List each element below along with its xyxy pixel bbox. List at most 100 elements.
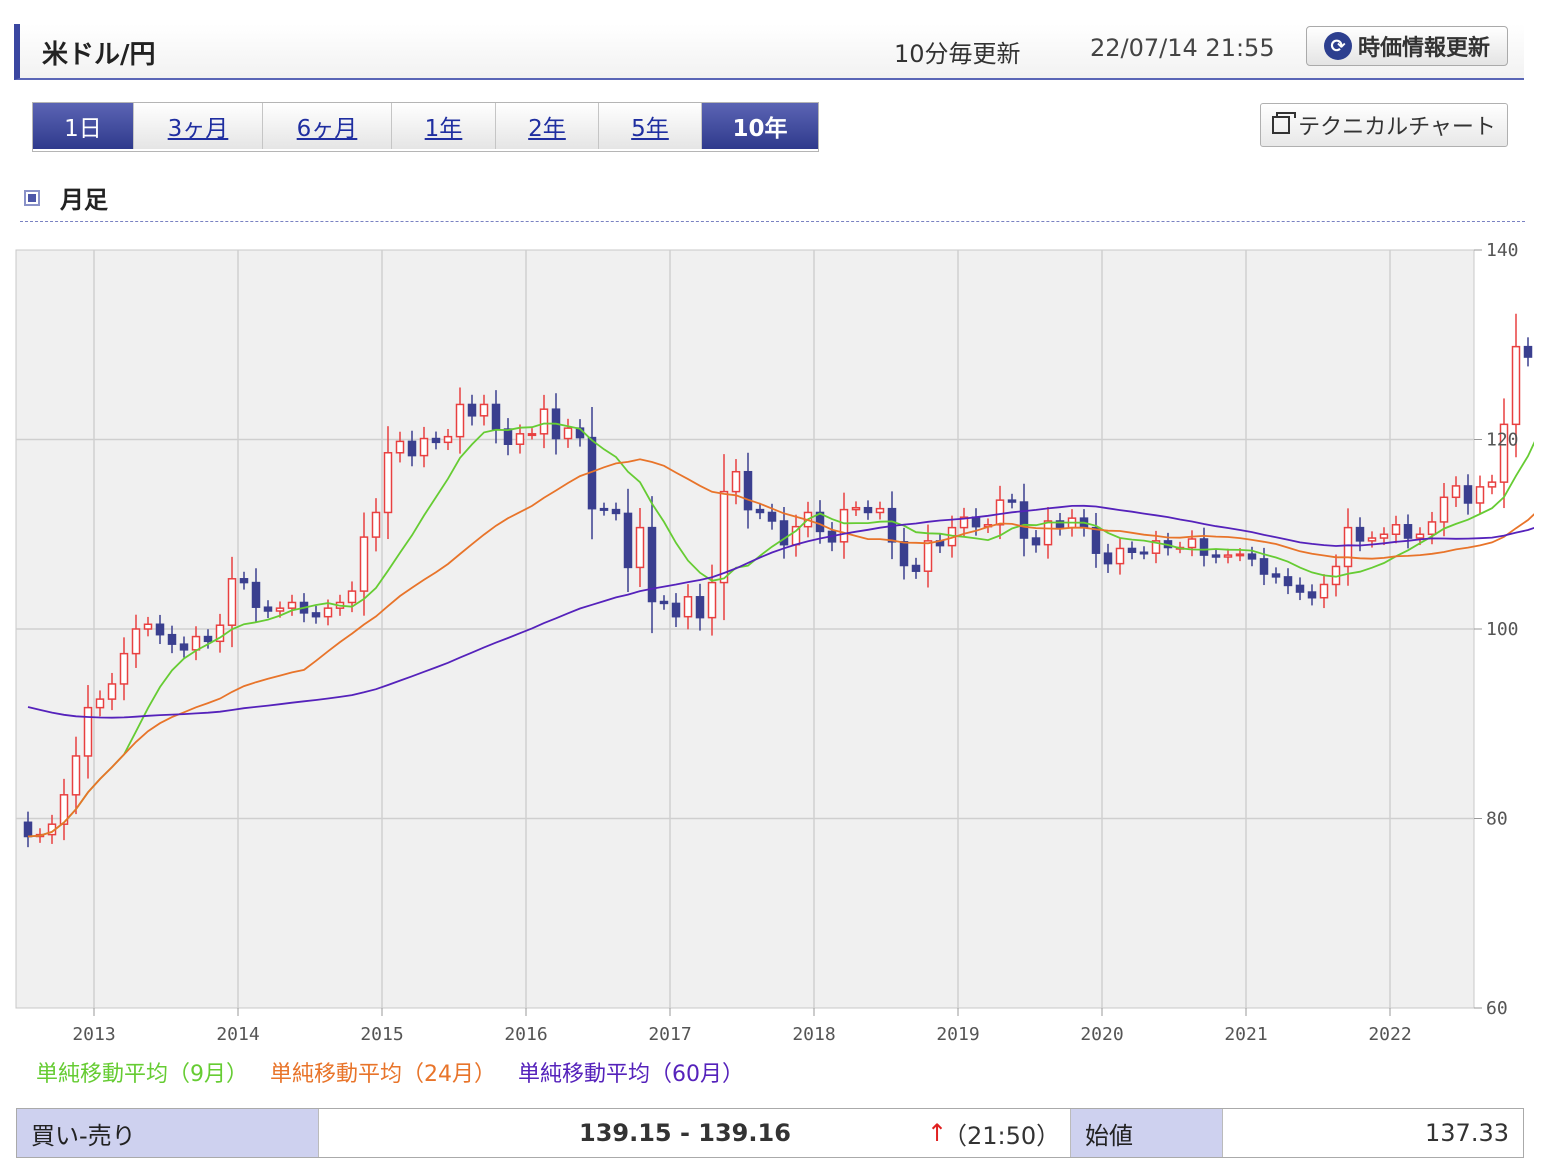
- candle-down: [1463, 485, 1473, 504]
- x-tick-label: 2016: [504, 1024, 547, 1045]
- candle-up: [1499, 423, 1509, 483]
- candle-up: [839, 508, 849, 543]
- legend-ma60: 単純移動平均（60月）: [518, 1062, 744, 1087]
- refresh-icon: ⟳: [1323, 32, 1352, 60]
- tab-6m[interactable]: 6ヶ月: [263, 103, 392, 149]
- bid-ask-value: 139.15 - 139.16: [579, 1119, 791, 1147]
- x-tick-label: 2021: [1224, 1024, 1267, 1045]
- candle-up: [731, 470, 741, 493]
- refresh-label: 時価情報更新: [1357, 36, 1490, 61]
- candle-down: [467, 403, 477, 417]
- candle-up: [1043, 520, 1053, 546]
- axis-labels: 60 80 100 120 140 2013 2014 2015 2016 2017 2018 201…: [72, 240, 1518, 1045]
- candle-up: [83, 706, 93, 757]
- quote-table: 買い-売り 139.15 - 139.16 ↑ （21:50） 始値 137.3…: [16, 1108, 1524, 1158]
- candle-down: [179, 643, 189, 651]
- candle-up: [455, 403, 465, 438]
- tab-2y[interactable]: 2年: [496, 103, 599, 149]
- candle-down: [623, 512, 633, 569]
- candle-down: [671, 602, 681, 618]
- legend: 単純移動平均（9月） 単純移動平均（24月） 単純移動平均（60月）: [36, 1056, 744, 1088]
- candle-up: [1187, 538, 1197, 549]
- candle-down: [755, 508, 765, 514]
- candle-down: [971, 516, 981, 528]
- candle-up: [875, 507, 885, 514]
- candle-up: [515, 433, 525, 445]
- y-tick-label: 120: [1486, 430, 1519, 451]
- candle-down: [599, 507, 609, 511]
- candle-up: [1343, 526, 1353, 568]
- candle-up: [527, 433, 537, 437]
- candle-up: [191, 635, 201, 651]
- legend-ma24: 単純移動平均（24月）: [270, 1062, 496, 1087]
- candle-up: [851, 506, 861, 511]
- candle-up: [1151, 540, 1161, 554]
- bid-ask-cell: 139.15 - 139.16 ↑ （21:50）: [319, 1109, 1071, 1157]
- update-frequency: 10分毎更新: [894, 40, 1021, 68]
- candle-down: [311, 612, 321, 618]
- section-header: 月足: [20, 176, 1525, 222]
- candle-down: [611, 508, 621, 515]
- open-value: 137.33: [1425, 1119, 1509, 1147]
- refresh-button[interactable]: ⟳ 時価情報更新: [1306, 26, 1508, 66]
- candle-up: [227, 578, 237, 626]
- candle-down: [695, 596, 705, 619]
- tab-3m[interactable]: 3ヶ月: [134, 103, 263, 149]
- period-tabs: 1日 3ヶ月 6ヶ月 1年 2年 5年 10年: [32, 102, 819, 152]
- candle-up: [959, 516, 969, 529]
- x-tick-label: 2013: [72, 1024, 115, 1045]
- x-tick-label: 2017: [648, 1024, 691, 1045]
- candle-up: [995, 499, 1005, 526]
- candle-up: [923, 540, 933, 572]
- candle-up: [719, 490, 729, 584]
- page-header: 米ドル/円 10分毎更新 22/07/14 21:55 ⟳ 時価情報更新: [14, 24, 1524, 80]
- y-tick-label: 140: [1486, 240, 1519, 261]
- candle-up: [347, 590, 357, 604]
- candle-down: [1139, 551, 1149, 555]
- x-tick-label: 2015: [360, 1024, 403, 1045]
- candle-down: [1055, 520, 1065, 529]
- candle-up: [131, 628, 141, 655]
- technical-chart-label: テクニカルチャート: [1298, 115, 1496, 140]
- candle-up: [275, 607, 285, 612]
- tab-1d[interactable]: 1日: [33, 103, 134, 149]
- candle-up: [1451, 485, 1461, 499]
- candle-up: [1379, 533, 1389, 539]
- candle-up: [1391, 524, 1401, 535]
- candle-up: [1511, 345, 1521, 426]
- candle-down: [239, 578, 249, 584]
- quote-time: （21:50）: [943, 1121, 1061, 1150]
- tab-1y[interactable]: 1年: [392, 103, 496, 149]
- candle-down: [1523, 345, 1533, 358]
- candle-up: [95, 698, 105, 709]
- y-tick-label: 60: [1486, 998, 1508, 1019]
- candle-up: [443, 435, 453, 444]
- tab-10y[interactable]: 10年: [702, 103, 818, 149]
- ma-9-line: [27, 422, 1534, 838]
- candle-up: [707, 581, 717, 619]
- candle-up: [1223, 554, 1233, 558]
- candle-up: [1367, 537, 1377, 542]
- technical-chart-button[interactable]: テクニカルチャート: [1260, 103, 1508, 147]
- open-label: 始値: [1071, 1109, 1223, 1157]
- up-arrow-icon: ↑: [927, 1119, 948, 1147]
- candle-up: [683, 596, 693, 618]
- candle-down: [1007, 499, 1017, 503]
- candle-up: [107, 683, 117, 700]
- candle-down: [1403, 524, 1413, 539]
- bid-ask-label: 買い-売り: [17, 1109, 319, 1157]
- candle-up: [1319, 583, 1329, 599]
- candle-down: [431, 437, 441, 444]
- candle-up: [539, 408, 549, 435]
- candle-up: [383, 452, 393, 514]
- candle-down: [1127, 547, 1137, 554]
- candle-down: [1091, 526, 1101, 554]
- tab-5y[interactable]: 5年: [599, 103, 702, 149]
- candle-down: [1307, 591, 1317, 599]
- candle-down: [1355, 526, 1365, 542]
- candle-up: [419, 437, 429, 457]
- candle-up: [359, 536, 369, 592]
- page-title: 米ドル/円: [42, 40, 156, 70]
- candle-up: [143, 623, 153, 630]
- candle-down: [1247, 553, 1257, 560]
